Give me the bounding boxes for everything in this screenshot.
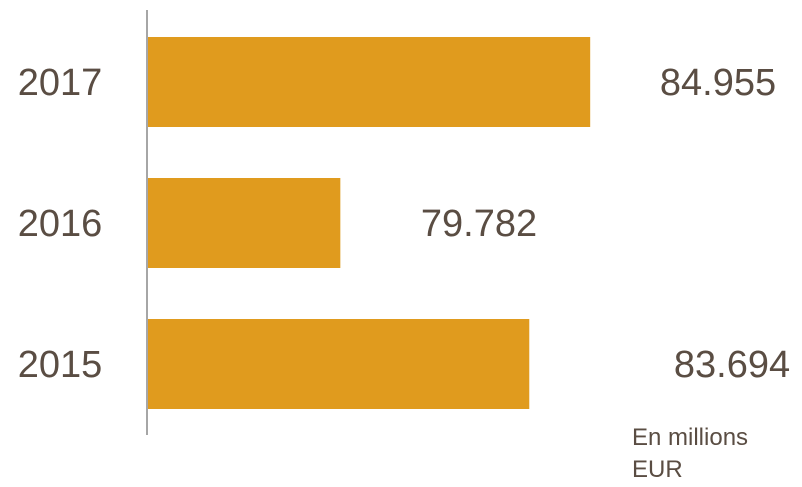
unit-note: En millions EUR <box>632 424 749 483</box>
value-label-2015: 83.694 <box>674 344 790 386</box>
value-label-2016: 79.782 <box>421 203 537 245</box>
category-label-2017: 2017 <box>18 62 103 104</box>
bar-2017 <box>148 37 591 127</box>
bar-2015 <box>148 319 530 409</box>
bars-group: 2017 84.955 2016 79.782 2015 83.694 <box>18 37 790 409</box>
value-label-2017: 84.955 <box>660 62 776 104</box>
bar-2016 <box>148 178 341 268</box>
category-label-2015: 2015 <box>18 344 103 386</box>
category-label-2016: 2016 <box>18 203 103 245</box>
